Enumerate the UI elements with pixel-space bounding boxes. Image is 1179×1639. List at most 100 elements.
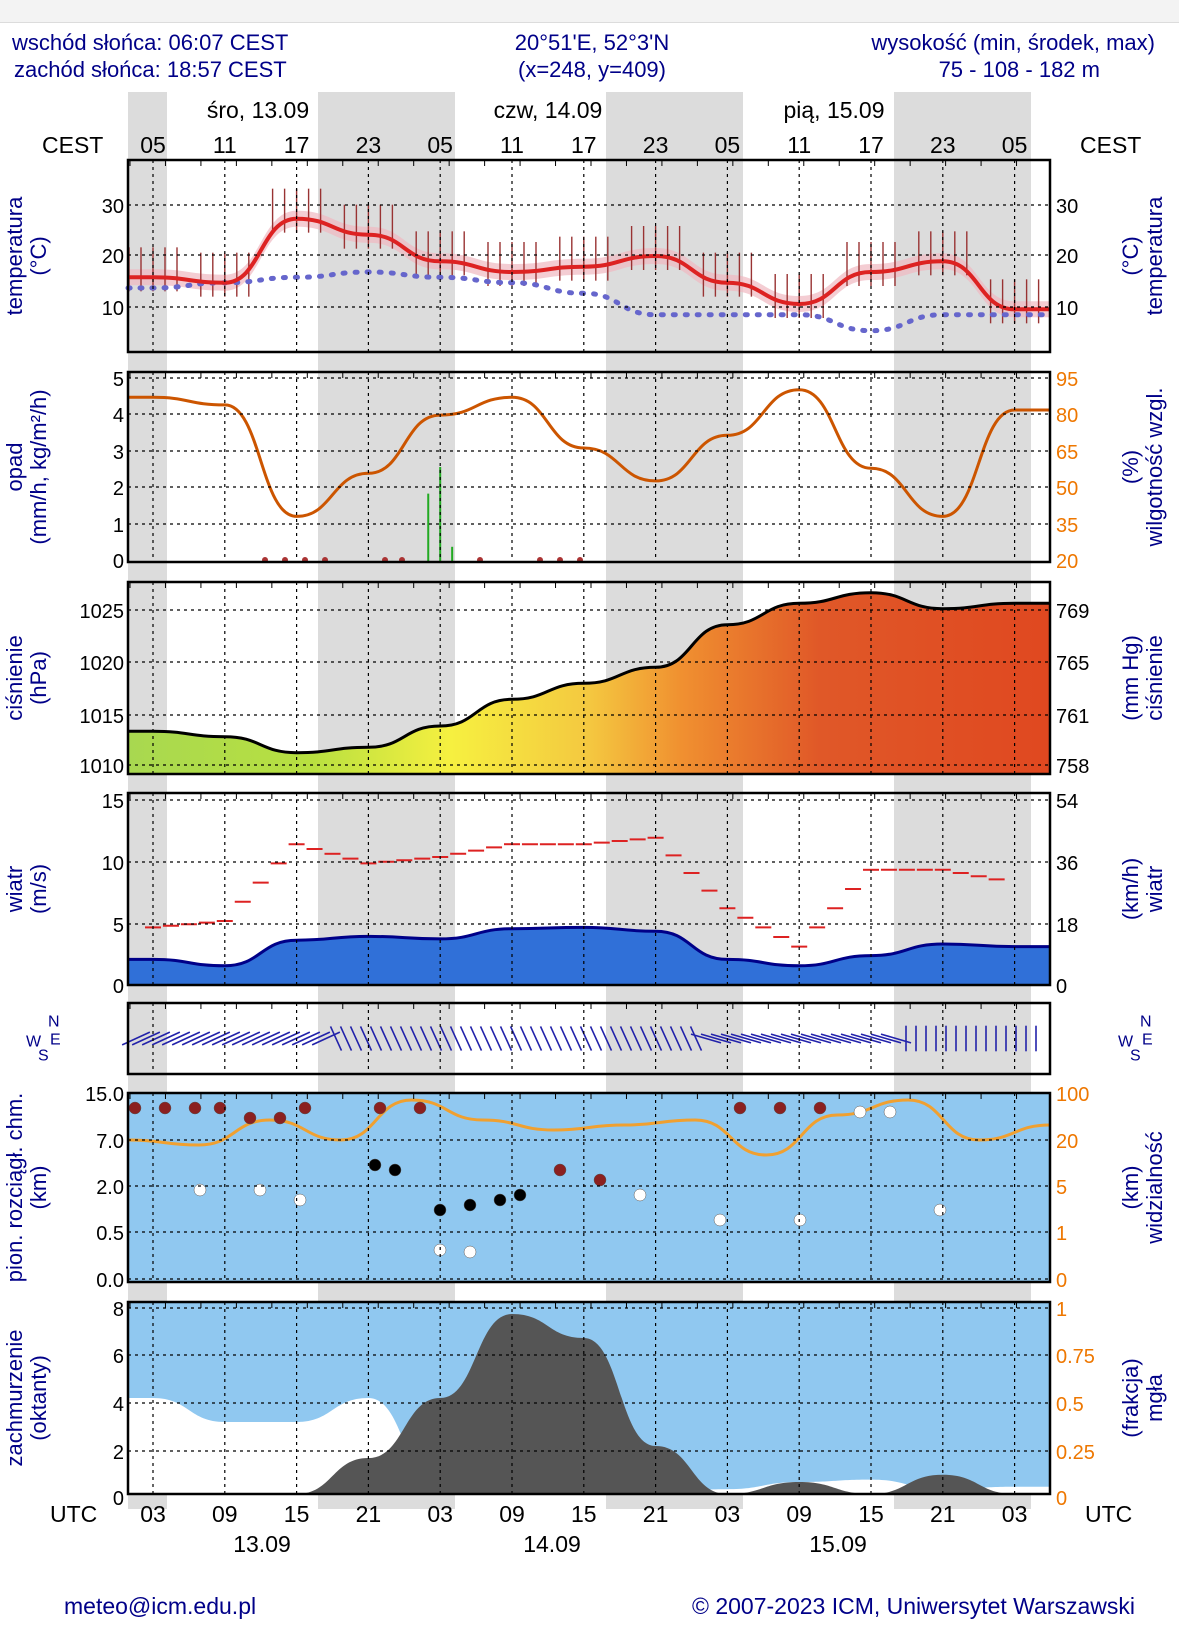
wind-direction-arrow <box>489 1026 503 1051</box>
wind-direction-arrow <box>539 1026 553 1051</box>
wind-direction-arrow <box>740 1033 772 1044</box>
wind-direction-arrow <box>231 1031 261 1046</box>
panel-label-left: opad <box>2 443 27 492</box>
cloud-layer-dot <box>553 1163 567 1177</box>
panel-label-right-unit: (mm Hg) <box>1118 635 1143 721</box>
tick-label-right: 54 <box>1056 791 1078 813</box>
wind-direction-arrow <box>519 1026 533 1051</box>
panel-label-right-unit: (°C) <box>1118 236 1143 275</box>
cloud-layer-dot <box>368 1158 382 1172</box>
footer-copyright: © 2007-2023 ICM, Uniwersytet Warszawski <box>692 1593 1135 1619</box>
cest-label-right: CEST <box>1080 132 1141 158</box>
wind-direction-arrow <box>301 1031 331 1046</box>
wind-direction-arrow <box>291 1031 321 1046</box>
cloud-layer-dot <box>463 1198 477 1212</box>
wind-direction-arrow <box>850 1033 882 1044</box>
tick-label-right: 0 <box>1056 976 1067 998</box>
cest-tick-labels: 05 11 17 23 05 11 17 23 05 11 17 23 05 <box>140 132 1027 158</box>
cloud-layer-dot <box>188 1101 202 1115</box>
wind-direction-arrow <box>389 1026 403 1051</box>
tick-label-left: 1010 <box>80 756 125 778</box>
temperature-spread-band <box>128 210 1050 318</box>
wind-direction-arrow <box>870 1033 902 1044</box>
tick-label-left: 3 <box>113 442 124 464</box>
panel-label-left-unit: (hPa) <box>26 651 51 705</box>
wind-direction-arrow <box>449 1026 463 1051</box>
temperature-frame <box>126 158 1052 354</box>
wind-direction-arrow <box>579 1026 593 1051</box>
wind-direction-arrow <box>639 1026 653 1051</box>
visibility-line <box>127 1098 1051 1157</box>
wind-direction-arrow <box>359 1026 373 1051</box>
wind-direction-arrow <box>810 1033 842 1044</box>
day-label-top-1: śro, 13.09 <box>207 97 309 123</box>
tick-label-left: 10 <box>102 853 124 875</box>
wind-direction-arrow <box>720 1033 752 1044</box>
cloud-layer-dot <box>128 1101 142 1115</box>
tick-label-right: 36 <box>1056 853 1078 875</box>
tick-label-right: 35 <box>1056 515 1078 537</box>
utc-label-left: UTC <box>50 1501 97 1527</box>
tick-label-left: 5 <box>113 369 124 391</box>
cloud-layer-dot <box>633 1188 647 1202</box>
wind-direction-arrow <box>479 1026 493 1051</box>
cloud-layer-dot <box>513 1188 527 1202</box>
utc-tick: 09 <box>212 1501 238 1527</box>
cloud-layer-dot <box>213 1101 227 1115</box>
wind-direction-arrow <box>690 1033 722 1044</box>
wind-direction-arrow <box>181 1031 211 1046</box>
cloud-layer-dot <box>253 1183 267 1197</box>
cloud-layer-dot <box>773 1101 787 1115</box>
utc-tick: 03 <box>140 1501 166 1527</box>
cloud-layer-dot <box>413 1101 427 1115</box>
wind-direction-arrow <box>790 1033 822 1044</box>
panel-label-right: temperatura <box>1142 196 1167 315</box>
panel-label-right: mgła <box>1142 1373 1167 1421</box>
utc-tick: 15 <box>284 1501 310 1527</box>
compass-n: N <box>48 1014 60 1031</box>
panel-label-right-unit: (frakcja) <box>1118 1358 1143 1437</box>
total-cloud-area <box>128 1314 1050 1494</box>
tick-label-right: 0 <box>1056 1488 1067 1510</box>
panel-label-left: temperatura <box>2 196 27 315</box>
utc-tick: 03 <box>715 1501 741 1527</box>
cloud-layer-dot <box>793 1213 807 1227</box>
cloud-layer-dot <box>493 1193 507 1207</box>
cloudcover-frame <box>126 1300 1052 1496</box>
cest-tick: 05 <box>427 132 453 158</box>
tick-label-left: 6 <box>113 1346 124 1368</box>
tick-label-right: 0.5 <box>1056 1394 1084 1416</box>
utc-tick: 21 <box>356 1501 382 1527</box>
pressure-frame <box>126 580 1052 776</box>
cest-tick: 23 <box>356 132 382 158</box>
tick-label-left: 10 <box>102 298 124 320</box>
compass-e: E <box>1142 1032 1153 1049</box>
cest-tick: 11 <box>213 132 237 158</box>
compass-w: W <box>26 1034 42 1051</box>
utc-tick: 15 <box>571 1501 597 1527</box>
tick-label-left: 4 <box>113 405 124 427</box>
tick-label-right: 10 <box>1056 298 1078 320</box>
cloud-layer-dot <box>193 1183 207 1197</box>
cloud-layer-dot <box>388 1163 402 1177</box>
panel-label-right: wilgotność wzgl. <box>1142 388 1167 548</box>
compass-e: E <box>50 1032 61 1049</box>
wind-direction-arrow <box>349 1026 363 1051</box>
wind-direction-arrow <box>679 1026 693 1051</box>
cest-tick: 17 <box>284 132 310 158</box>
panel-label-left: wiatr <box>2 866 27 913</box>
wind-direction-arrow <box>549 1026 563 1051</box>
tick-label-right: 0.75 <box>1056 1346 1095 1368</box>
day-label-top-3: pią, 15.09 <box>783 97 884 123</box>
tick-label-left: 2.0 <box>96 1177 124 1199</box>
cest-tick: 05 <box>715 132 741 158</box>
wind-direction-arrow <box>141 1031 171 1046</box>
utc-tick: 21 <box>643 1501 669 1527</box>
utc-tick: 03 <box>427 1501 453 1527</box>
footer-email[interactable]: meteo@icm.edu.pl <box>64 1593 256 1619</box>
cest-tick: 23 <box>930 132 956 158</box>
wind-direction-arrow <box>569 1026 583 1051</box>
tick-label-left: 1025 <box>80 601 125 623</box>
tick-label-left: 0 <box>113 551 124 573</box>
wind-direction-arrow <box>339 1026 353 1051</box>
